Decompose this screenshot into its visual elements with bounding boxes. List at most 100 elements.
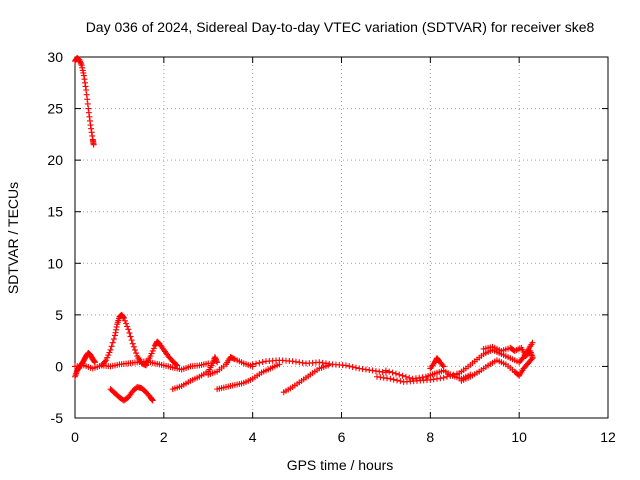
x-tick-label-5: 10: [511, 429, 527, 445]
x-axis-label: GPS time / hours: [287, 457, 394, 473]
data-point: [86, 117, 93, 124]
data-point: [91, 358, 98, 365]
data-point: [88, 125, 95, 132]
data-point: [130, 343, 137, 350]
data-point: [131, 346, 138, 353]
data-point: [80, 69, 87, 76]
data-point: [103, 357, 110, 364]
data-point: [149, 347, 156, 354]
y-tick-label-4: 15: [47, 204, 63, 220]
data-point: [101, 358, 108, 365]
data-point: [127, 333, 134, 340]
data-point: [106, 349, 113, 356]
y-tick-label-6: 25: [47, 101, 63, 117]
data-point: [213, 356, 220, 363]
series-6: [169, 354, 221, 393]
series-15: [458, 355, 536, 384]
data-point: [88, 129, 95, 136]
data-point: [396, 371, 403, 378]
data-point: [83, 91, 90, 98]
data-point: [108, 343, 115, 350]
tick-layer: 0 2 4 6 8 10 12 -5 0 5 10 15 20 25 30: [47, 49, 616, 445]
y-tick-label-3: 10: [47, 255, 63, 271]
data-point: [123, 320, 130, 327]
data-point: [386, 368, 393, 375]
data-point: [112, 329, 119, 336]
series-0: [72, 55, 97, 148]
data-point: [125, 326, 132, 333]
data-point: [402, 373, 409, 380]
data-point: [84, 100, 91, 107]
data-point: [349, 363, 356, 370]
data-point: [91, 359, 98, 366]
series-10: [280, 362, 332, 396]
y-tick-label-7: 30: [47, 49, 63, 65]
data-point: [529, 339, 536, 346]
data-point: [519, 355, 526, 362]
data-point: [439, 362, 446, 369]
data-point: [104, 354, 111, 361]
series-9: [249, 357, 389, 376]
data-point: [78, 62, 85, 69]
data-point: [85, 105, 92, 112]
data-point: [81, 76, 88, 83]
data-point: [79, 64, 86, 71]
y-tick-label-1: 0: [55, 358, 63, 374]
data-point: [84, 96, 91, 103]
data-point: [76, 58, 83, 65]
data-point: [90, 141, 97, 148]
data-point: [346, 363, 353, 370]
data-point: [77, 59, 84, 66]
x-tick-label-3: 6: [338, 429, 346, 445]
y-tick-label-0: -5: [51, 410, 64, 426]
data-point: [249, 361, 256, 368]
data-point: [173, 361, 180, 368]
data-point: [214, 359, 221, 366]
data-point: [87, 122, 94, 129]
x-tick-label-2: 4: [249, 429, 257, 445]
data-point: [148, 350, 155, 357]
data-point: [86, 113, 93, 120]
data-point: [392, 370, 399, 377]
chart-title: Day 036 of 2024, Sidereal Day-to-day VTE…: [86, 19, 595, 35]
points-layer: [72, 55, 536, 404]
data-point: [105, 352, 112, 359]
data-point: [110, 336, 117, 343]
data-point: [149, 396, 156, 403]
data-point: [212, 355, 219, 362]
data-point: [399, 372, 406, 379]
data-point: [325, 362, 332, 369]
data-point: [342, 362, 349, 369]
data-point: [211, 354, 218, 361]
y-axis-label: SDTVAR / TECUs: [5, 182, 21, 294]
data-point: [107, 346, 114, 353]
data-point: [89, 132, 96, 139]
series-13: [427, 355, 447, 372]
data-point: [394, 377, 401, 384]
data-point: [389, 369, 396, 376]
data-point: [447, 372, 454, 379]
data-point: [147, 353, 154, 360]
data-point: [81, 79, 88, 86]
data-point: [252, 360, 259, 367]
data-point: [390, 376, 397, 383]
data-point: [120, 314, 127, 321]
data-point: [406, 374, 413, 381]
data-point: [129, 340, 136, 347]
data-point: [174, 362, 181, 369]
data-point: [113, 326, 120, 333]
data-point: [213, 358, 220, 365]
data-point: [80, 72, 87, 79]
data-point: [256, 359, 263, 366]
data-point: [133, 350, 140, 357]
x-tick-label-0: 0: [71, 429, 79, 445]
data-point: [382, 367, 389, 374]
data-point: [83, 87, 90, 94]
x-tick-label-1: 2: [160, 429, 168, 445]
data-point: [113, 323, 120, 330]
series-5: [143, 338, 181, 369]
data-point: [128, 337, 135, 344]
data-point: [120, 314, 127, 321]
data-point: [82, 83, 89, 90]
data-point: [78, 60, 85, 67]
